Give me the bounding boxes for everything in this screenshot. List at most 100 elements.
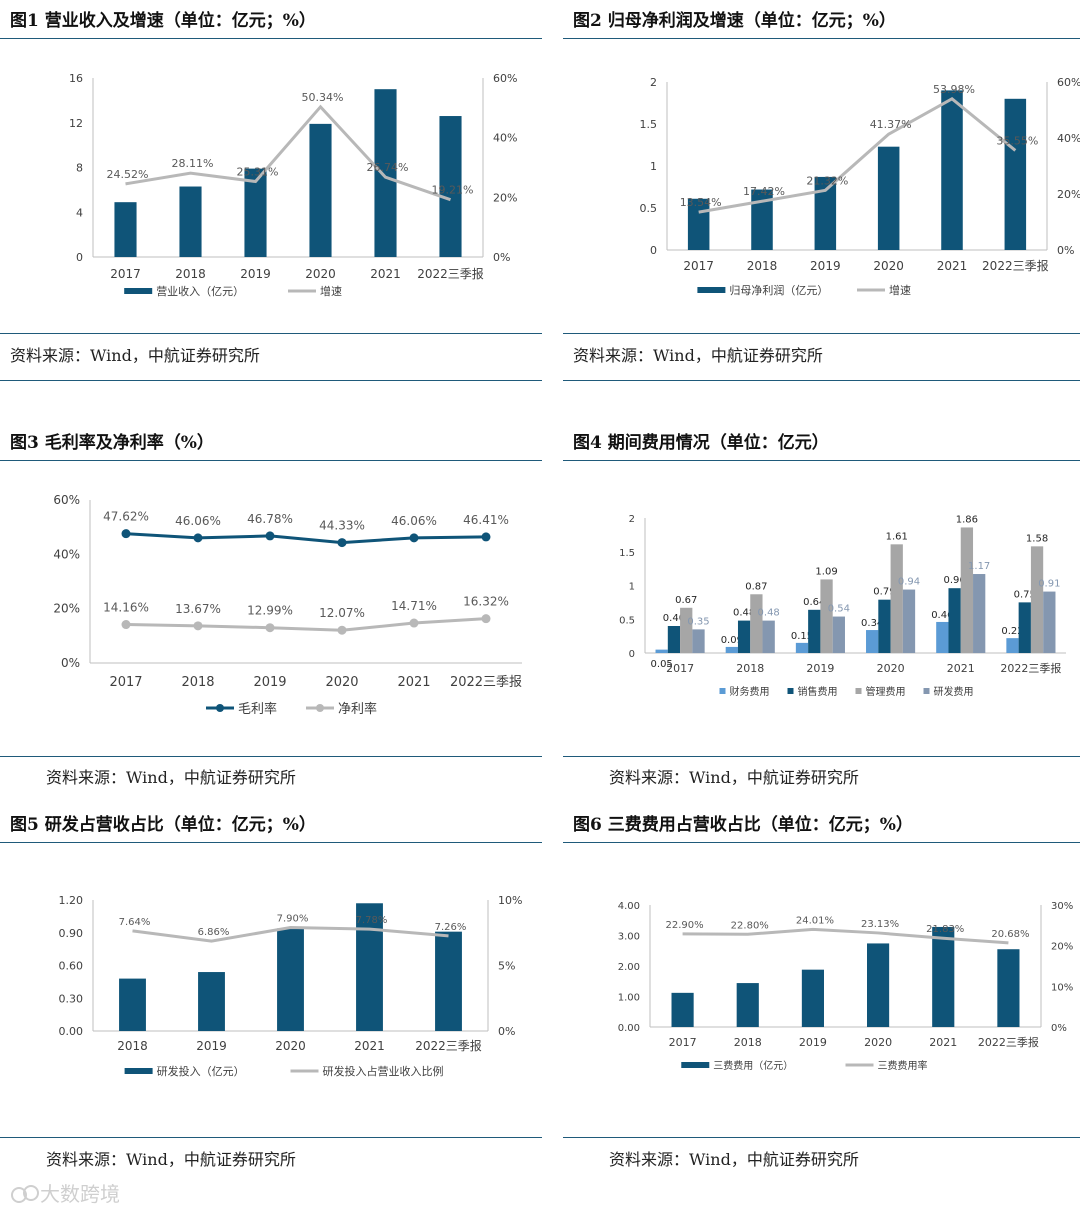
- bar-data-label: 0.48: [733, 608, 755, 619]
- line-data-label: 21.83%: [926, 924, 964, 935]
- y-tick-label-left: 1.00: [618, 993, 640, 1004]
- x-tick-label: 2019: [253, 675, 286, 690]
- bar: [655, 649, 668, 653]
- bar-data-label: 0.87: [745, 581, 767, 592]
- x-tick-label: 2021: [937, 259, 968, 273]
- y-tick-label-left: 0: [629, 649, 635, 660]
- y-tick-label-left: 0.00: [59, 1025, 84, 1038]
- bar: [832, 616, 845, 653]
- x-tick-label: 2021: [370, 267, 401, 281]
- line-series: [125, 104, 451, 202]
- bar: [1018, 602, 1031, 653]
- bar-data-label: 0.05: [651, 659, 673, 670]
- legend-label: 财务费用: [730, 685, 770, 698]
- line-data-label: 7.90%: [277, 914, 309, 925]
- bar: [1006, 638, 1019, 653]
- legend-label: 研发投入（亿元）: [157, 1064, 245, 1078]
- line-marker: [337, 625, 347, 635]
- figure-5-title: 图5 研发占营收占比（单位：亿元；%）: [10, 815, 316, 835]
- figure-3-bottom-rule: [0, 756, 542, 757]
- line-data-label: 12.07%: [319, 606, 365, 620]
- bar-data-label: 0.67: [675, 595, 697, 606]
- figure-5-chart: 0.00 0.30 0.60 0.90 1.20 0% 5% 10% 2018 2019 2020 2…: [59, 894, 523, 1078]
- figure-1-source: 资料来源：Wind，中航证券研究所: [10, 346, 260, 365]
- watermark-logo-icon: [11, 1185, 39, 1203]
- y-tick-label-right: 0%: [1057, 244, 1074, 257]
- bar: [890, 544, 903, 653]
- bar-data-label: 0.15: [791, 631, 813, 642]
- line-data-label: 14.71%: [391, 599, 437, 613]
- x-tick-label: 2020: [864, 1036, 892, 1049]
- legend-label: 研发投入占营业收入比例: [323, 1064, 444, 1078]
- x-tick-label: 2020: [873, 259, 904, 273]
- x-tick-label: 2022三季报: [450, 675, 522, 690]
- figure-1-chart: 0 4 8 12 16 0% 20% 40% 60% 2017 2018 2019 2020 2021 20…: [69, 72, 517, 298]
- watermark: 大数跨境: [10, 1178, 120, 1207]
- y-tick-label-left: 20%: [53, 602, 80, 616]
- x-tick-label: 2020: [275, 1039, 306, 1053]
- figure-3-chart: 0% 20% 40% 60% 2017 2018 2019 2020 2021 2022三季报 47…: [53, 493, 522, 717]
- legend-label: 销售费用: [798, 685, 838, 698]
- bar-data-label: 0.35: [687, 616, 709, 627]
- line-marker: [337, 538, 347, 548]
- line-data-label: 46.06%: [391, 514, 437, 528]
- y-tick-label-left: 2: [629, 514, 635, 525]
- legend-swatch: [923, 688, 930, 694]
- x-tick-label: 2018: [181, 675, 214, 690]
- bar: [814, 176, 837, 250]
- line-data-label: 23.13%: [861, 919, 899, 930]
- x-tick-label: 2017: [110, 267, 141, 281]
- legend-label: 增速: [320, 284, 342, 298]
- figure-1-bottom-rule: [0, 333, 542, 334]
- bar: [877, 146, 900, 250]
- y-tick-label-right: 0%: [493, 251, 510, 264]
- y-tick-label-left: 4.00: [618, 901, 640, 912]
- y-tick-label-right: 20%: [1051, 942, 1073, 953]
- y-tick-label-left: 12: [69, 117, 83, 130]
- y-tick-label-left: 16: [69, 72, 83, 85]
- line-data-label: 12.99%: [247, 604, 293, 618]
- x-tick-label: 2019: [196, 1039, 227, 1053]
- legend-swatch: [124, 288, 153, 294]
- legend-label: 净利率: [338, 701, 377, 717]
- legend-label: 营业收入（亿元）: [156, 284, 244, 298]
- legend-marker: [216, 704, 224, 712]
- y-tick-label-left: 3.00: [618, 932, 640, 943]
- x-tick-label: 2017: [666, 662, 694, 675]
- y-tick-label-left: 1: [650, 160, 657, 173]
- y-tick-label-right: 60%: [1057, 76, 1080, 89]
- y-tick-label-left: 60%: [53, 493, 80, 507]
- line-data-label: 46.78%: [247, 512, 293, 526]
- bar: [808, 609, 821, 653]
- x-tick-label: 2022三季报: [1000, 661, 1061, 675]
- line-data-label: 28.11%: [172, 157, 214, 170]
- bar: [179, 186, 202, 257]
- bar: [960, 527, 974, 653]
- line-marker: [265, 531, 275, 541]
- bar-data-label: 0.79: [873, 587, 895, 598]
- y-tick-label-left: 4: [76, 206, 83, 219]
- x-tick-label: 2019: [806, 662, 834, 675]
- bar: [736, 983, 759, 1027]
- x-tick-label: 2020: [877, 662, 905, 675]
- y-tick-label-left: 1.5: [619, 548, 635, 559]
- line-marker: [193, 533, 203, 543]
- bar: [1004, 98, 1027, 250]
- y-tick-label-left: 0: [76, 251, 83, 264]
- figure-6-chart: 0.00 1.00 2.00 3.00 4.00 0% 10% 20% 30% 2017 2018 2…: [618, 901, 1074, 1072]
- line-data-label: 6.86%: [198, 927, 230, 938]
- y-tick-label-right: 40%: [1057, 132, 1080, 145]
- bar: [374, 89, 397, 257]
- x-tick-label: 2018: [736, 662, 764, 675]
- bar: [277, 928, 304, 1031]
- figure-3-top-rule: [0, 460, 542, 461]
- y-tick-label-left: 2: [650, 76, 657, 89]
- legend-swatch: [124, 1068, 153, 1074]
- bar: [902, 589, 916, 653]
- bar-data-label: 1.86: [956, 514, 978, 525]
- x-tick-label: 2019: [810, 259, 841, 273]
- line-marker: [409, 533, 419, 543]
- watermark-text: 大数跨境: [40, 1182, 120, 1206]
- figure-5-bottom-rule: [0, 1137, 542, 1138]
- x-tick-label: 2021: [929, 1036, 957, 1049]
